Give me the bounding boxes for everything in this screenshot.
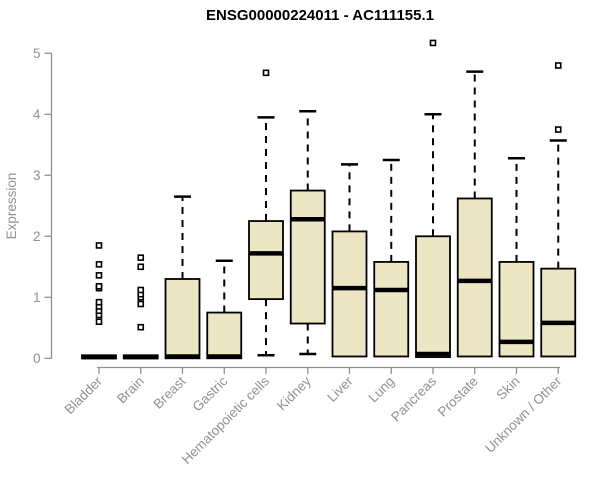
outlier-unknown-other bbox=[554, 62, 562, 69]
box-prostate bbox=[456, 197, 493, 358]
plot-area: 0 1 2 3 4 5 Bladder Brain Breast GastricHematopoi… bbox=[33, 39, 577, 467]
boxplot-group-bladder bbox=[81, 242, 117, 360]
box-hematopoietic-cells bbox=[248, 220, 284, 301]
box-breast bbox=[164, 278, 201, 360]
boxplot-group-hematopoietic-cells bbox=[248, 69, 284, 357]
boxplot-group-skin bbox=[498, 156, 535, 358]
boxplot-group-liver bbox=[331, 163, 368, 358]
x-tick-label-gastric: Gastric bbox=[190, 373, 231, 414]
box-liver bbox=[331, 230, 368, 358]
box-kidney bbox=[289, 189, 326, 325]
outlier-bladder bbox=[95, 261, 103, 268]
boxplot-group-prostate bbox=[456, 70, 493, 358]
y-tick-label: 4 bbox=[33, 107, 41, 122]
boxplot-group-kidney bbox=[289, 110, 326, 356]
outlier-brain bbox=[137, 300, 145, 308]
outlier-unknown-other bbox=[554, 126, 562, 133]
box-lung bbox=[373, 261, 410, 358]
y-axis: 0 1 2 3 4 5 bbox=[33, 46, 53, 366]
box-unknown-other bbox=[540, 267, 577, 358]
boxplot-group-gastric bbox=[206, 259, 243, 360]
outlier-brain bbox=[137, 286, 145, 294]
boxplot-group-breast bbox=[164, 195, 201, 360]
outlier-pancreas bbox=[429, 39, 437, 47]
chart-title: ENSG00000224011 - AC111155.1 bbox=[206, 7, 434, 24]
y-tick-label: 0 bbox=[33, 351, 41, 366]
boxplot-group-lung bbox=[373, 158, 410, 358]
outlier-bladder bbox=[95, 318, 103, 326]
boxplot-group-pancreas bbox=[415, 39, 451, 358]
x-tick-label-lung: Lung bbox=[366, 374, 398, 406]
x-tick-label-breast: Breast bbox=[150, 373, 188, 411]
outlier-brain bbox=[137, 254, 145, 261]
x-tick-label-pancreas: Pancreas bbox=[388, 373, 439, 424]
outlier-brain bbox=[137, 323, 145, 331]
outlier-bladder bbox=[95, 272, 103, 279]
x-tick-label-liver: Liver bbox=[324, 373, 356, 405]
x-tick-label-brain: Brain bbox=[114, 374, 147, 407]
x-tick-label-skin: Skin bbox=[493, 374, 522, 403]
outlier-bladder bbox=[95, 242, 103, 249]
y-tick-label: 3 bbox=[33, 168, 41, 183]
box-pancreas bbox=[415, 235, 451, 358]
y-tick-label: 1 bbox=[33, 290, 41, 305]
outlier-bladder bbox=[95, 298, 103, 306]
x-tick-label-unknown-other: Unknown / Other bbox=[482, 373, 565, 456]
y-tick-label: 2 bbox=[33, 229, 41, 244]
x-tick-label-bladder: Bladder bbox=[62, 373, 106, 417]
box-gastric bbox=[206, 311, 243, 360]
x-tick-label-kidney: Kidney bbox=[274, 373, 314, 413]
boxplot-group-brain bbox=[122, 254, 159, 360]
outlier-hematopoietic-cells bbox=[262, 69, 270, 77]
outlier-bladder bbox=[95, 283, 103, 290]
y-tick-label: 5 bbox=[33, 46, 41, 61]
x-tick-label-prostate: Prostate bbox=[435, 374, 481, 420]
y-axis-label: Expression bbox=[4, 173, 19, 240]
boxplot-group-unknown-other bbox=[540, 62, 577, 358]
outlier-brain bbox=[137, 263, 145, 271]
